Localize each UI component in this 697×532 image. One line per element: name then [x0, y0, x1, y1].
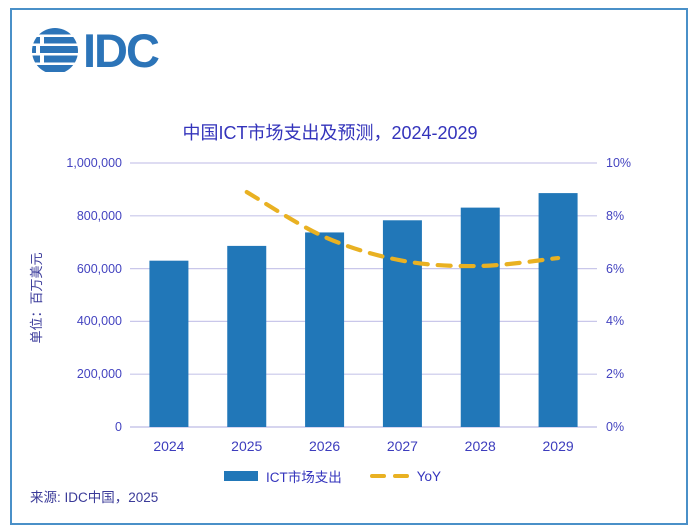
right-axis-tick-label: 6% [606, 261, 625, 276]
right-axis-tick-label: 4% [606, 314, 625, 329]
x-axis-label-2027: 2027 [386, 438, 418, 454]
legend-bar-label: ICT市场支出 [265, 470, 342, 485]
idc-globe-icon [32, 28, 78, 72]
chart-title: 中国ICT市场支出及预测，2024-2029 [182, 123, 478, 143]
bar-2028 [460, 207, 500, 427]
source-note: 来源: IDC中国，2025 [30, 490, 159, 505]
bar-2024 [149, 260, 189, 427]
x-axis-label-2026: 2026 [309, 438, 341, 454]
right-axis-tick-label: 10% [606, 156, 632, 170]
legend-item-line: YoY [369, 468, 442, 484]
legend: ICT市场支出 YoY [100, 466, 565, 486]
idc-logo: IDC [30, 24, 160, 77]
left-axis-tick-label: 0 [115, 420, 122, 434]
bar-2027 [382, 220, 422, 427]
right-axis-tick-label: 0% [606, 420, 625, 434]
left-axis-tick-label: 400,000 [76, 314, 122, 329]
yoy-line [244, 189, 561, 269]
x-axis-label-2029: 2029 [542, 438, 574, 454]
legend-line-swatch [369, 473, 409, 479]
left-axis-tick-label: 1,000,000 [66, 156, 122, 170]
x-axis-label-2024: 2024 [153, 438, 185, 454]
left-axis-tick-label: 200,000 [76, 367, 122, 382]
right-axis-tick-label: 8% [606, 208, 625, 223]
idc-logo-text: IDC [83, 24, 160, 77]
legend-line-label: YoY [416, 468, 442, 484]
legend-item-bar: ICT市场支出 [223, 466, 342, 486]
x-axis-label-2028: 2028 [464, 438, 496, 454]
x-axis-label-2025: 2025 [231, 438, 263, 454]
right-axis-tick-label: 2% [606, 367, 625, 382]
bar-2026 [305, 232, 345, 427]
legend-bar-swatch [223, 471, 258, 481]
bar-2025 [227, 245, 267, 427]
bar-2029 [538, 193, 578, 427]
left-axis-tick-label: 600,000 [76, 261, 122, 276]
left-axis-tick-label: 800,000 [76, 208, 122, 223]
